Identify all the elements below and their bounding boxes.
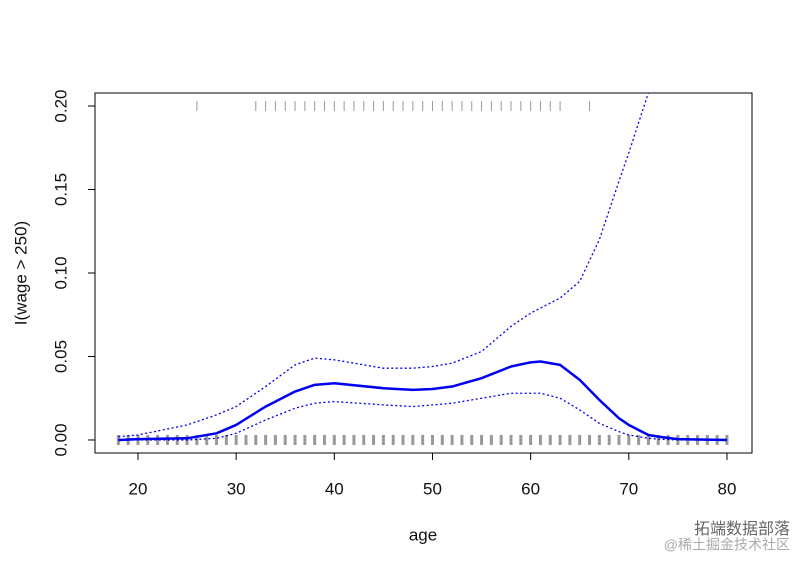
x-tick-label: 50 [423, 479, 442, 498]
y-tick-label: 0.15 [51, 173, 70, 206]
x-tick-label: 40 [325, 479, 344, 498]
x-tick-label: 60 [521, 479, 540, 498]
watermark: 拓端数据部落 [694, 520, 790, 538]
x-tick-label: 70 [619, 479, 638, 498]
x-axis-label: age [409, 525, 437, 544]
y-tick-label: 0.10 [51, 256, 70, 289]
y-tick-label: 0.00 [51, 423, 70, 456]
y-tick-label: 0.20 [51, 89, 70, 122]
series-line [118, 360, 727, 442]
watermark: @稀土掘金技术社区 [664, 537, 790, 553]
x-tick-label: 30 [227, 479, 246, 498]
series-line [118, 392, 727, 441]
x-tick-label: 20 [129, 479, 148, 498]
plot-area [116, 93, 729, 445]
y-axis-label: I(wage > 250) [11, 221, 30, 325]
x-tick-label: 80 [718, 479, 737, 498]
y-tick-label: 0.05 [51, 340, 70, 373]
plot-frame [94, 92, 753, 454]
series-line [118, 93, 650, 438]
